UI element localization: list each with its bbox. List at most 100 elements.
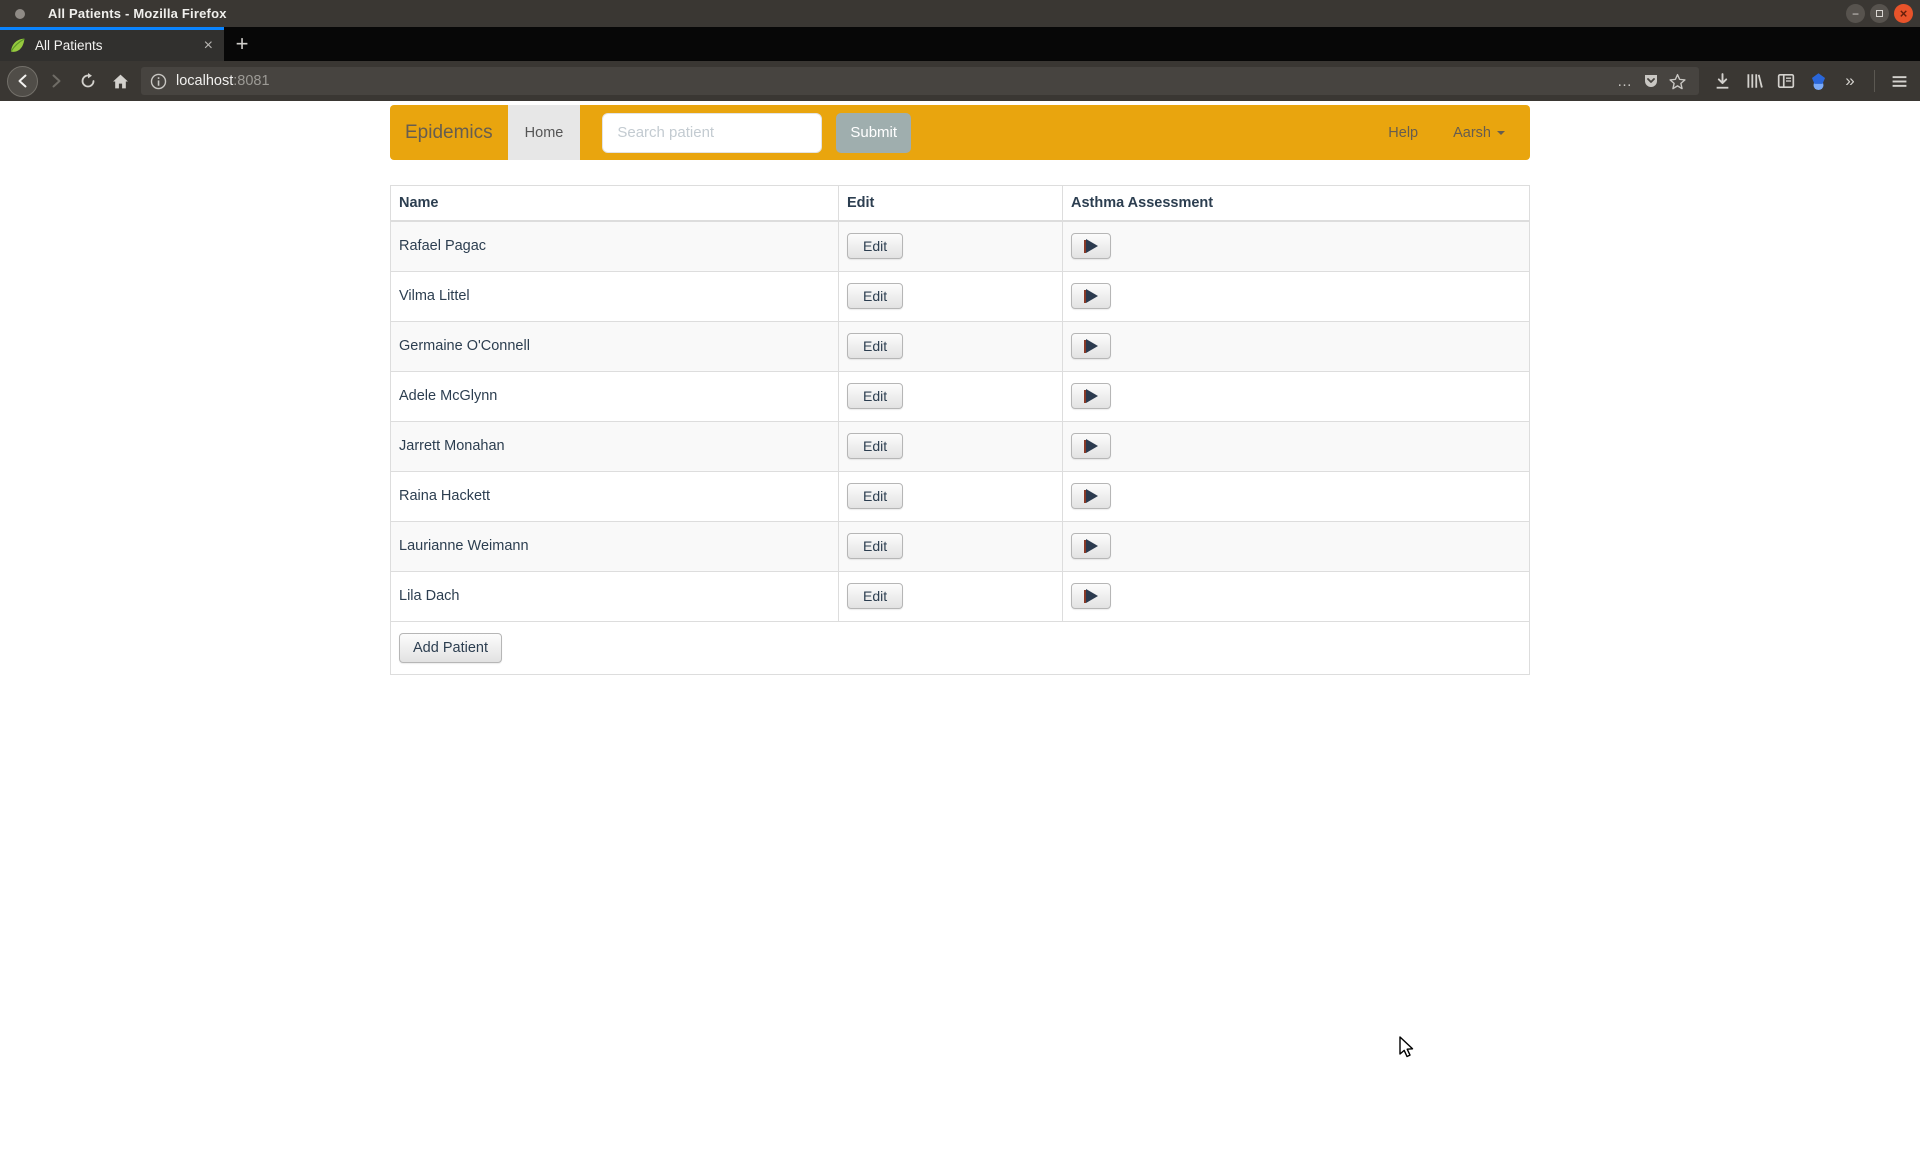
patient-name-cell: Laurianne Weimann: [390, 520, 839, 572]
play-icon: [1084, 439, 1098, 453]
home-button[interactable]: [106, 67, 134, 95]
play-icon: [1084, 489, 1098, 503]
url-bar[interactable]: localhost:8081 …: [141, 67, 1699, 95]
edit-button[interactable]: Edit: [847, 283, 904, 309]
navbar-right: Help Aarsh: [1388, 105, 1530, 160]
patient-name: Germaine O'Connell: [399, 338, 530, 354]
table-row: Rafael Pagac Edit: [390, 220, 1530, 272]
blue-gem-extension-icon: [1811, 72, 1825, 90]
table-row: Germaine O'Connell Edit: [390, 320, 1530, 372]
tab-close-icon[interactable]: ×: [203, 36, 213, 54]
asthma-cell: [1062, 320, 1530, 372]
patient-name-cell: Vilma Littel: [390, 270, 839, 322]
play-icon: [1084, 389, 1098, 403]
asthma-assessment-play-button[interactable]: [1071, 583, 1111, 609]
window-title: All Patients - Mozilla Firefox: [48, 6, 227, 21]
asthma-cell: [1062, 270, 1530, 322]
submit-button[interactable]: Submit: [836, 112, 912, 153]
patients-table-wrap: Name Edit Asthma Assessment Rafael Pagac…: [390, 185, 1530, 675]
patient-name: Vilma Littel: [399, 288, 470, 304]
add-patient-row: Add Patient: [390, 620, 1530, 675]
edit-button[interactable]: Edit: [847, 233, 904, 260]
asthma-assessment-play-button[interactable]: [1071, 233, 1111, 260]
edit-cell: Edit: [838, 320, 1063, 372]
patient-name-cell: Lila Dach: [390, 570, 839, 622]
reload-button[interactable]: [74, 67, 102, 95]
edit-button[interactable]: Edit: [847, 533, 904, 559]
nav-item-home[interactable]: Home: [507, 105, 581, 160]
patients-tbody: Rafael Pagac Edit Vilma Littel Edit: [390, 220, 1530, 622]
patient-name: Laurianne Weimann: [399, 538, 529, 554]
bookmark-star-icon[interactable]: [1664, 68, 1690, 94]
menu-button[interactable]: [1885, 67, 1913, 95]
app-navbar: Epidemics Home Submit Help Aarsh: [390, 105, 1530, 160]
table-row: Laurianne Weimann Edit: [390, 520, 1530, 572]
more-tools-icon[interactable]: »: [1845, 71, 1855, 90]
edit-button[interactable]: Edit: [847, 333, 904, 359]
page-actions-icon[interactable]: …: [1617, 72, 1633, 90]
asthma-assessment-play-button[interactable]: [1071, 283, 1111, 309]
add-patient-button[interactable]: Add Patient: [399, 632, 502, 663]
brand[interactable]: Epidemics: [405, 121, 493, 143]
library-icon: [1747, 74, 1763, 88]
search-form: Submit: [602, 105, 912, 160]
asthma-assessment-play-button[interactable]: [1071, 383, 1111, 409]
tab-all-patients[interactable]: All Patients ×: [0, 27, 224, 61]
window-titlebar: All Patients - Mozilla Firefox − ×: [0, 0, 1920, 27]
home-icon: [112, 74, 128, 88]
edit-button[interactable]: Edit: [847, 483, 904, 509]
pocket-icon[interactable]: [1638, 68, 1664, 94]
maximize-button[interactable]: [1870, 4, 1889, 23]
asthma-cell: [1062, 220, 1530, 272]
asthma-assessment-play-button[interactable]: [1071, 333, 1111, 359]
sidebar-toggle-button[interactable]: [1772, 67, 1800, 95]
download-icon: [1716, 72, 1728, 89]
extension-button[interactable]: [1804, 67, 1832, 95]
patient-name: Adele McGlynn: [399, 388, 498, 404]
page-content: Epidemics Home Submit Help Aarsh Name Ed: [0, 105, 1920, 1152]
header-name: Name: [390, 185, 839, 222]
search-input[interactable]: [602, 112, 823, 153]
table-row: Adele McGlynn Edit: [390, 370, 1530, 422]
edit-button[interactable]: Edit: [847, 583, 904, 609]
header-edit: Edit: [838, 185, 1063, 222]
patient-name: Raina Hackett: [399, 488, 491, 504]
reload-icon: [81, 73, 95, 88]
asthma-assessment-play-button[interactable]: [1071, 533, 1111, 559]
back-arrow-icon: [18, 74, 26, 88]
forward-arrow-icon: [52, 74, 61, 88]
minimize-button[interactable]: −: [1846, 4, 1865, 23]
edit-cell: Edit: [838, 470, 1063, 522]
edit-cell: Edit: [838, 270, 1063, 322]
asthma-assessment-play-button[interactable]: [1071, 483, 1111, 509]
url-host: localhost: [176, 73, 234, 89]
sidebar-icon: [1777, 73, 1795, 89]
patient-name-cell: Raina Hackett: [390, 470, 839, 522]
asthma-assessment-play-button[interactable]: [1071, 433, 1111, 459]
edit-cell: Edit: [838, 420, 1063, 472]
asthma-cell: [1062, 420, 1530, 472]
asthma-cell: [1062, 570, 1530, 622]
forward-button[interactable]: [42, 67, 70, 95]
close-button[interactable]: ×: [1894, 4, 1913, 23]
asthma-cell: [1062, 370, 1530, 422]
edit-cell: Edit: [838, 220, 1063, 272]
table-row: Jarrett Monahan Edit: [390, 420, 1530, 472]
app-menu-dot-icon: [15, 8, 25, 19]
new-tab-button[interactable]: +: [235, 31, 249, 56]
edit-button[interactable]: Edit: [847, 383, 904, 409]
header-asthma: Asthma Assessment: [1062, 185, 1530, 222]
nav-item-help[interactable]: Help: [1388, 124, 1419, 141]
user-menu[interactable]: Aarsh: [1453, 125, 1505, 141]
edit-cell: Edit: [838, 520, 1063, 572]
downloads-button[interactable]: [1708, 67, 1736, 95]
edit-button[interactable]: Edit: [847, 433, 904, 459]
add-patient-cell: Add Patient: [390, 620, 1530, 675]
library-button[interactable]: [1740, 67, 1768, 95]
url-port: :8081: [233, 73, 270, 89]
navigation-toolbar: localhost:8081 … »: [0, 61, 1920, 101]
patient-name-cell: Germaine O'Connell: [390, 320, 839, 372]
back-button[interactable]: [7, 65, 38, 97]
site-info-icon[interactable]: [150, 73, 167, 90]
patient-name: Rafael Pagac: [399, 238, 487, 255]
